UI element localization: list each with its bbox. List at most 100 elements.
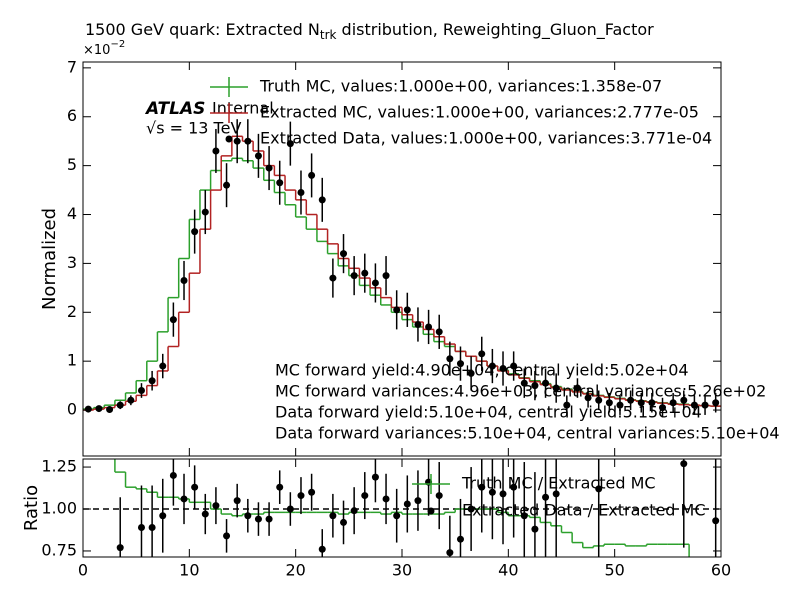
data-point bbox=[361, 492, 369, 500]
data-point bbox=[393, 512, 401, 520]
data-point bbox=[573, 384, 581, 392]
data-point bbox=[244, 512, 252, 520]
data-point bbox=[552, 384, 560, 392]
data-point bbox=[595, 485, 603, 493]
plot-area bbox=[83, 459, 721, 557]
x-tick-label: 50 bbox=[604, 561, 624, 580]
title-part: 1500 GeV quark: Extracted N bbox=[85, 20, 320, 39]
y-tick-label: 5 bbox=[67, 155, 77, 174]
data-point bbox=[169, 316, 177, 324]
data-point bbox=[425, 323, 433, 331]
legend-label: Extracted MC, values:1.000e+00, variance… bbox=[260, 103, 699, 122]
data-point bbox=[510, 483, 518, 491]
data-point bbox=[552, 490, 560, 498]
annotation: Data forward yield:5.10e+04, central yie… bbox=[275, 403, 702, 422]
data-point bbox=[467, 369, 475, 377]
data-point bbox=[595, 396, 603, 404]
y-tick-label: 2 bbox=[67, 302, 77, 321]
data-point bbox=[191, 483, 199, 491]
y-tick-label: 1.00 bbox=[41, 499, 77, 518]
data-point bbox=[180, 495, 188, 503]
data-point bbox=[414, 497, 422, 505]
data-point bbox=[542, 379, 550, 387]
data-point bbox=[254, 515, 262, 523]
data-point bbox=[637, 399, 645, 407]
data-point bbox=[286, 505, 294, 513]
data-point bbox=[286, 140, 294, 148]
data-point bbox=[350, 272, 358, 280]
data-point bbox=[393, 306, 401, 314]
data-point bbox=[478, 350, 486, 358]
x-tick-label: 40 bbox=[498, 561, 518, 580]
y-scale-label: ×10−2 bbox=[83, 39, 125, 58]
x-tick-label: 30 bbox=[392, 561, 412, 580]
data-point bbox=[361, 269, 369, 277]
data-point bbox=[223, 532, 231, 540]
data-point bbox=[212, 502, 220, 510]
data-point bbox=[137, 386, 145, 394]
x-tick-label: 10 bbox=[179, 561, 199, 580]
data-point bbox=[116, 401, 124, 409]
y-tick-label: 3 bbox=[67, 253, 77, 272]
data-point bbox=[520, 379, 528, 387]
data-point bbox=[318, 545, 326, 553]
energy-label: √s = 13 TeV bbox=[146, 119, 241, 138]
data-point bbox=[340, 250, 348, 258]
plot-frame bbox=[82, 458, 722, 558]
x-tick-label: 60 bbox=[711, 561, 731, 580]
y-tick-label: 7 bbox=[67, 57, 77, 76]
data-point bbox=[499, 490, 507, 498]
data-point bbox=[499, 364, 507, 372]
data-point bbox=[233, 137, 241, 145]
annotation: MC forward yield:4.90e+04, central yield… bbox=[275, 361, 689, 380]
data-point bbox=[148, 523, 156, 531]
y-axis-label: Normalized bbox=[39, 208, 60, 310]
chart-title: 1500 GeV quark: Extracted Ntrk distribut… bbox=[85, 20, 654, 42]
data-point bbox=[648, 399, 656, 407]
data-point bbox=[223, 181, 231, 189]
data-point bbox=[382, 495, 390, 503]
data-point bbox=[690, 401, 698, 409]
data-point bbox=[329, 512, 337, 520]
data-point bbox=[382, 272, 390, 280]
data-point bbox=[180, 277, 188, 285]
annotation: MC forward variances:4.96e+03, central v… bbox=[275, 382, 766, 401]
legend-label: Extracted Data, values:1.000e+00, varian… bbox=[260, 129, 712, 148]
data-point bbox=[435, 328, 443, 336]
x-tick-label: 0 bbox=[78, 561, 88, 580]
y-tick-label: 0.75 bbox=[41, 540, 77, 559]
data-point bbox=[627, 396, 635, 404]
data-point bbox=[116, 544, 124, 552]
y-tick-label: 1.25 bbox=[41, 457, 77, 476]
y-tick-label: 1 bbox=[67, 351, 77, 370]
data-point bbox=[169, 471, 177, 479]
y-axis-label: Ratio bbox=[21, 485, 42, 531]
data-point bbox=[403, 306, 411, 314]
data-point bbox=[616, 401, 624, 409]
data-point bbox=[297, 492, 305, 500]
scale-base: ×10 bbox=[83, 43, 110, 58]
data-point bbox=[478, 483, 486, 491]
data-point bbox=[329, 274, 337, 282]
data-point bbox=[148, 377, 156, 385]
annotation: Data forward variances:5.10e+04, central… bbox=[275, 424, 780, 443]
data-point bbox=[659, 404, 667, 412]
data-point bbox=[712, 399, 720, 407]
data-point bbox=[95, 405, 103, 413]
data-point bbox=[542, 493, 550, 501]
data-point bbox=[137, 523, 145, 531]
data-point bbox=[510, 362, 518, 370]
data-point bbox=[403, 500, 411, 508]
data-point bbox=[212, 147, 220, 155]
data-point bbox=[456, 535, 464, 543]
data-point bbox=[276, 483, 284, 491]
data-point bbox=[584, 394, 592, 402]
data-point bbox=[201, 208, 209, 216]
data-point bbox=[340, 518, 348, 526]
data-point bbox=[563, 401, 571, 409]
data-point bbox=[712, 517, 720, 525]
data-point bbox=[308, 488, 316, 496]
data-point bbox=[680, 460, 688, 468]
data-point bbox=[84, 405, 92, 413]
legend-label: Extracted Data / Extracted MC bbox=[462, 501, 706, 520]
